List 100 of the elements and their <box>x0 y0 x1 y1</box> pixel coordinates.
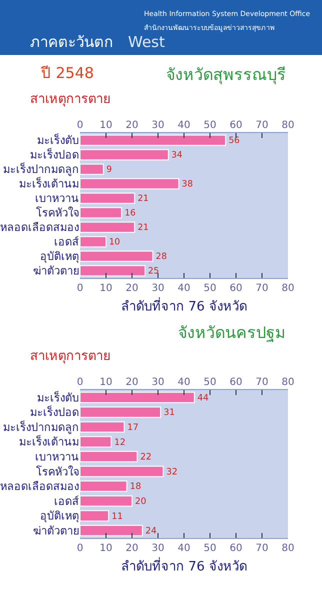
bar <box>80 192 136 204</box>
data-label: 16 <box>124 208 136 219</box>
y-tick-label: มะเร็งเต้านม <box>19 434 79 449</box>
bar <box>80 524 143 536</box>
x2-tick-label: 10 <box>100 283 112 294</box>
x2-tick-label: 70 <box>256 543 268 554</box>
x-tick-label: 0 <box>76 120 84 131</box>
bar <box>80 134 226 146</box>
x-tick-label: 0 <box>76 377 84 388</box>
y-tick-label: มะเร็งปากมดลูก <box>3 162 79 176</box>
x-tick-label: 70 <box>256 377 268 388</box>
data-label: 20 <box>135 496 147 507</box>
y-tick-label: มะเร็งตับ <box>37 133 79 148</box>
y-axis-title: สาเหตุการตาย <box>30 92 111 107</box>
x-tick-label: 80 <box>282 120 294 131</box>
x2-tick-label: 80 <box>282 543 294 554</box>
y-tick-label: โรคหัวใจ <box>36 464 79 478</box>
bar <box>80 207 122 218</box>
x-tick-label: 30 <box>152 120 164 131</box>
y-axis-title: สาเหตุการตาย <box>30 349 111 364</box>
y-tick-label: หลอดเลือดสมอง <box>0 480 79 494</box>
x-tick-label: 60 <box>230 377 242 388</box>
x-tick-label: 50 <box>204 377 216 388</box>
x-tick-label: 70 <box>256 120 268 131</box>
x2-tick-label: 0 <box>76 543 84 554</box>
bar <box>80 222 136 233</box>
data-label: 9 <box>106 165 112 176</box>
bar <box>80 480 128 492</box>
x2-tick-label: 50 <box>204 543 216 554</box>
bar <box>80 265 146 276</box>
x-tick-label: 40 <box>178 120 190 131</box>
x2-tick-label: 30 <box>152 543 164 554</box>
y-tick-label: โรคหัวใจ <box>36 206 79 220</box>
bar <box>80 436 112 448</box>
bar <box>80 495 132 507</box>
x2-tick-label: 20 <box>126 283 138 294</box>
data-label: 34 <box>171 150 183 161</box>
x-axis-title: ลำดับที่จาก 76 จังหวัด <box>121 558 247 575</box>
data-label: 21 <box>138 194 149 204</box>
bar <box>80 466 164 478</box>
data-label: 38 <box>182 180 193 190</box>
y-tick-label: ฆ่าตัวตาย <box>33 524 79 538</box>
data-label: 11 <box>112 512 123 522</box>
data-label: 22 <box>140 452 152 463</box>
x-tick-label: 40 <box>178 377 190 388</box>
x2-tick-label: 0 <box>76 283 84 294</box>
x-tick-label: 30 <box>152 377 164 388</box>
y-tick-label: เบาหวาน <box>35 450 79 464</box>
x2-tick-label: 20 <box>126 543 138 554</box>
bar <box>80 421 125 433</box>
y-tick-label: เอดส์ <box>54 494 79 508</box>
data-label: 12 <box>114 438 126 448</box>
y-tick-label: อุบัติเหตุ <box>40 250 79 264</box>
x2-tick-label: 40 <box>178 543 190 554</box>
bar <box>80 250 154 262</box>
bar <box>80 164 104 175</box>
chart-title: จังหวัดสุพรรณบุรี <box>166 65 286 85</box>
chart-title: จังหวัดนครปฐม <box>178 323 286 342</box>
x-tick-label: 80 <box>282 377 294 388</box>
x2-tick-label: 60 <box>230 283 242 294</box>
data-label: 28 <box>156 252 167 262</box>
x-tick-label: 10 <box>100 377 112 388</box>
y-tick-label: ฆ่าตัวตาย <box>33 264 79 278</box>
data-label: 10 <box>109 238 120 248</box>
bar <box>80 510 110 522</box>
x-tick-label: 50 <box>204 120 216 131</box>
bar <box>80 149 169 160</box>
x2-tick-label: 40 <box>178 283 190 294</box>
y-tick-label: หลอดเลือดสมอง <box>0 221 79 234</box>
x2-tick-label: 50 <box>204 283 216 294</box>
x2-tick-label: 10 <box>100 543 112 554</box>
bar <box>80 236 106 248</box>
bar <box>80 392 195 404</box>
x-tick-label: 60 <box>230 120 242 131</box>
data-label: 17 <box>127 422 139 433</box>
data-label: 21 <box>138 223 149 234</box>
x-axis-title: ลำดับที่จาก 76 จังหวัด <box>121 298 247 315</box>
bar <box>80 450 138 462</box>
text: West <box>128 33 165 51</box>
data-label: 44 <box>197 393 210 404</box>
x-tick-label: 10 <box>100 120 112 131</box>
data-label: 56 <box>228 136 240 146</box>
y-tick-label: เบาหวาน <box>35 192 79 206</box>
y-tick-label: มะเร็งตับ <box>37 390 79 404</box>
x-tick-label: 20 <box>126 377 138 388</box>
x2-tick-label: 30 <box>152 283 164 294</box>
y-tick-label: มะเร็งปอด <box>30 148 79 162</box>
text: ภาคตะวันตก <box>30 33 113 51</box>
data-label: 31 <box>164 408 175 418</box>
y-tick-label: เอดส์ <box>54 236 79 249</box>
x2-tick-label: 60 <box>230 543 242 554</box>
data-label: 24 <box>145 526 158 537</box>
y-tick-label: มะเร็งปอด <box>30 405 79 420</box>
x2-tick-label: 80 <box>282 283 294 294</box>
data-label: 32 <box>166 467 178 478</box>
y-tick-label: มะเร็งปากมดลูก <box>3 420 79 434</box>
data-label: 18 <box>130 482 142 492</box>
y-tick-label: มะเร็งเต้านม <box>19 176 79 191</box>
text: ปี 2548 <box>40 64 94 82</box>
y-tick-label: อุบัติเหตุ <box>40 510 79 523</box>
